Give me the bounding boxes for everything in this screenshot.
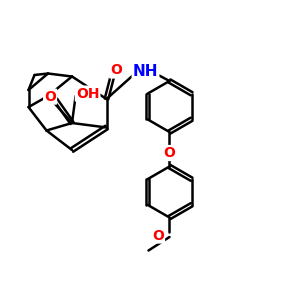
Text: O: O [164,146,175,160]
Text: NH: NH [133,64,158,80]
Text: O: O [44,90,56,104]
Text: OH: OH [76,87,99,100]
Text: O: O [110,64,122,77]
Text: O: O [152,229,164,242]
